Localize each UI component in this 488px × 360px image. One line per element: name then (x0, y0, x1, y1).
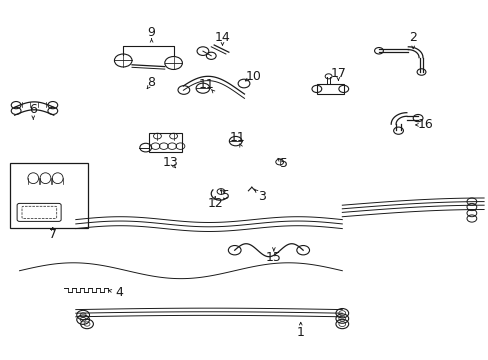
Text: 9: 9 (147, 26, 155, 39)
Bar (316, 84, 343, 94)
Text: 7: 7 (49, 228, 57, 241)
Text: 5: 5 (222, 189, 229, 202)
Text: 2: 2 (408, 31, 416, 44)
Text: 13: 13 (162, 156, 178, 169)
Text: 11: 11 (229, 131, 244, 144)
Text: 17: 17 (330, 67, 346, 80)
Text: 12: 12 (207, 197, 223, 210)
Text: 5: 5 (279, 157, 287, 170)
Text: 1: 1 (296, 327, 304, 339)
Text: 3: 3 (257, 190, 265, 203)
Text: 16: 16 (417, 118, 432, 131)
Text: 10: 10 (245, 70, 261, 83)
Text: 4: 4 (116, 286, 123, 299)
Text: 8: 8 (147, 76, 155, 89)
Bar (149, 133, 182, 152)
FancyBboxPatch shape (10, 163, 87, 228)
Text: 15: 15 (265, 251, 281, 264)
Text: 11: 11 (198, 78, 214, 91)
Text: 6: 6 (29, 103, 37, 116)
Text: 14: 14 (214, 31, 230, 44)
